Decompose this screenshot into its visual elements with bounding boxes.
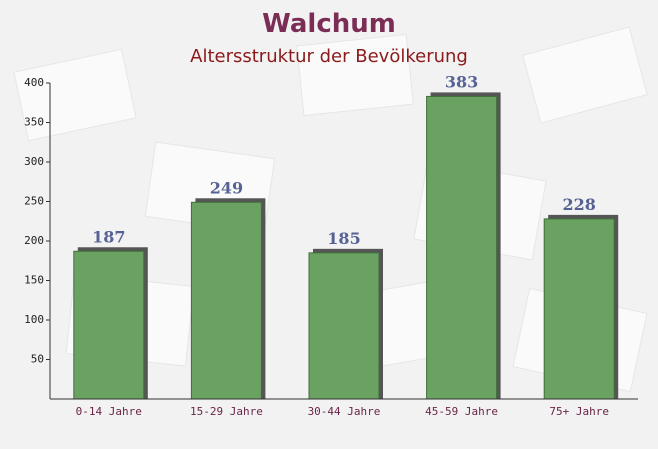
- y-tick-label: 250: [24, 195, 44, 208]
- y-tick-label: 50: [31, 353, 44, 366]
- value-label: 185: [327, 229, 360, 248]
- y-tick-label: 300: [24, 155, 44, 168]
- chart-subtitle: Altersstruktur der Bevölkerung: [190, 46, 468, 67]
- y-tick-label: 100: [24, 313, 44, 326]
- y-tick-label: 350: [24, 116, 44, 129]
- value-label: 228: [562, 195, 595, 214]
- value-label: 187: [92, 227, 125, 246]
- x-tick-label: 45-59 Jahre: [425, 405, 498, 418]
- y-tick-label: 200: [24, 234, 44, 247]
- chart-title: Walchum: [262, 9, 396, 39]
- y-tick-label: 150: [24, 274, 44, 287]
- bar: [73, 250, 145, 400]
- value-label: 249: [210, 178, 243, 197]
- bar: [543, 218, 615, 400]
- bar: [190, 201, 262, 400]
- value-label: 383: [445, 72, 478, 91]
- bar: [426, 95, 498, 400]
- x-tick-label: 75+ Jahre: [549, 405, 609, 418]
- x-tick-label: 0-14 Jahre: [76, 405, 142, 418]
- x-tick-label: 15-29 Jahre: [190, 405, 263, 418]
- x-tick-label: 30-44 Jahre: [308, 405, 381, 418]
- bar: [308, 252, 380, 400]
- y-tick-label: 400: [24, 76, 44, 89]
